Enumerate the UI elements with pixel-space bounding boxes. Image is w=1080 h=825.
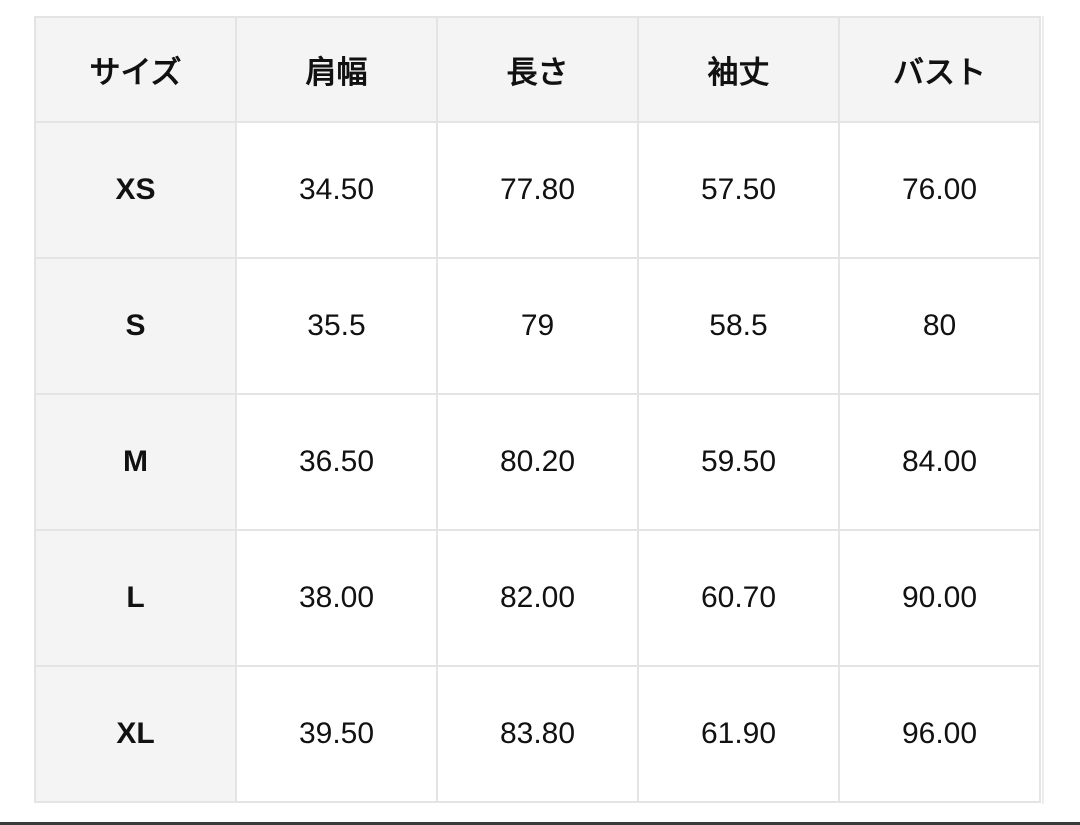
table-row: XS 34.50 77.80 57.50 76.00 xyxy=(34,121,1041,259)
measurement-cell: 39.50 xyxy=(235,665,438,803)
measurement-cell: 80 xyxy=(838,257,1041,395)
bottom-divider xyxy=(0,822,1080,825)
measurement-cell: 59.50 xyxy=(637,393,840,531)
measurement-cell: 77.80 xyxy=(436,121,639,259)
measurement-cell: 83.80 xyxy=(436,665,639,803)
table-row: L 38.00 82.00 60.70 90.00 xyxy=(34,529,1041,667)
table-row: M 36.50 80.20 59.50 84.00 xyxy=(34,393,1041,531)
size-label: M xyxy=(34,393,237,531)
size-label: L xyxy=(34,529,237,667)
measurement-cell: 36.50 xyxy=(235,393,438,531)
column-header: 長さ xyxy=(436,16,639,123)
measurement-cell: 61.90 xyxy=(637,665,840,803)
measurement-cell: 79 xyxy=(436,257,639,395)
table-edge-divider xyxy=(1042,16,1044,804)
measurement-cell: 60.70 xyxy=(637,529,840,667)
measurement-cell: 80.20 xyxy=(436,393,639,531)
measurement-cell: 84.00 xyxy=(838,393,1041,531)
column-header: 袖丈 xyxy=(637,16,840,123)
column-header: 肩幅 xyxy=(235,16,438,123)
measurement-cell: 90.00 xyxy=(838,529,1041,667)
size-label: XL xyxy=(34,665,237,803)
column-header: バスト xyxy=(838,16,1041,123)
measurement-cell: 58.5 xyxy=(637,257,840,395)
measurement-cell: 57.50 xyxy=(637,121,840,259)
measurement-cell: 76.00 xyxy=(838,121,1041,259)
header-row: サイズ 肩幅 長さ 袖丈 バスト xyxy=(34,16,1041,123)
size-label: XS xyxy=(34,121,237,259)
size-chart-table: サイズ 肩幅 長さ 袖丈 バスト XS 34.50 77.80 57.50 76.00 S 35.5… xyxy=(34,16,1041,803)
measurement-cell: 35.5 xyxy=(235,257,438,395)
measurement-cell: 82.00 xyxy=(436,529,639,667)
column-header: サイズ xyxy=(34,16,237,123)
measurement-cell: 34.50 xyxy=(235,121,438,259)
measurement-cell: 38.00 xyxy=(235,529,438,667)
table-row: S 35.5 79 58.5 80 xyxy=(34,257,1041,395)
size-label: S xyxy=(34,257,237,395)
table-row: XL 39.50 83.80 61.90 96.00 xyxy=(34,665,1041,803)
measurement-cell: 96.00 xyxy=(838,665,1041,803)
